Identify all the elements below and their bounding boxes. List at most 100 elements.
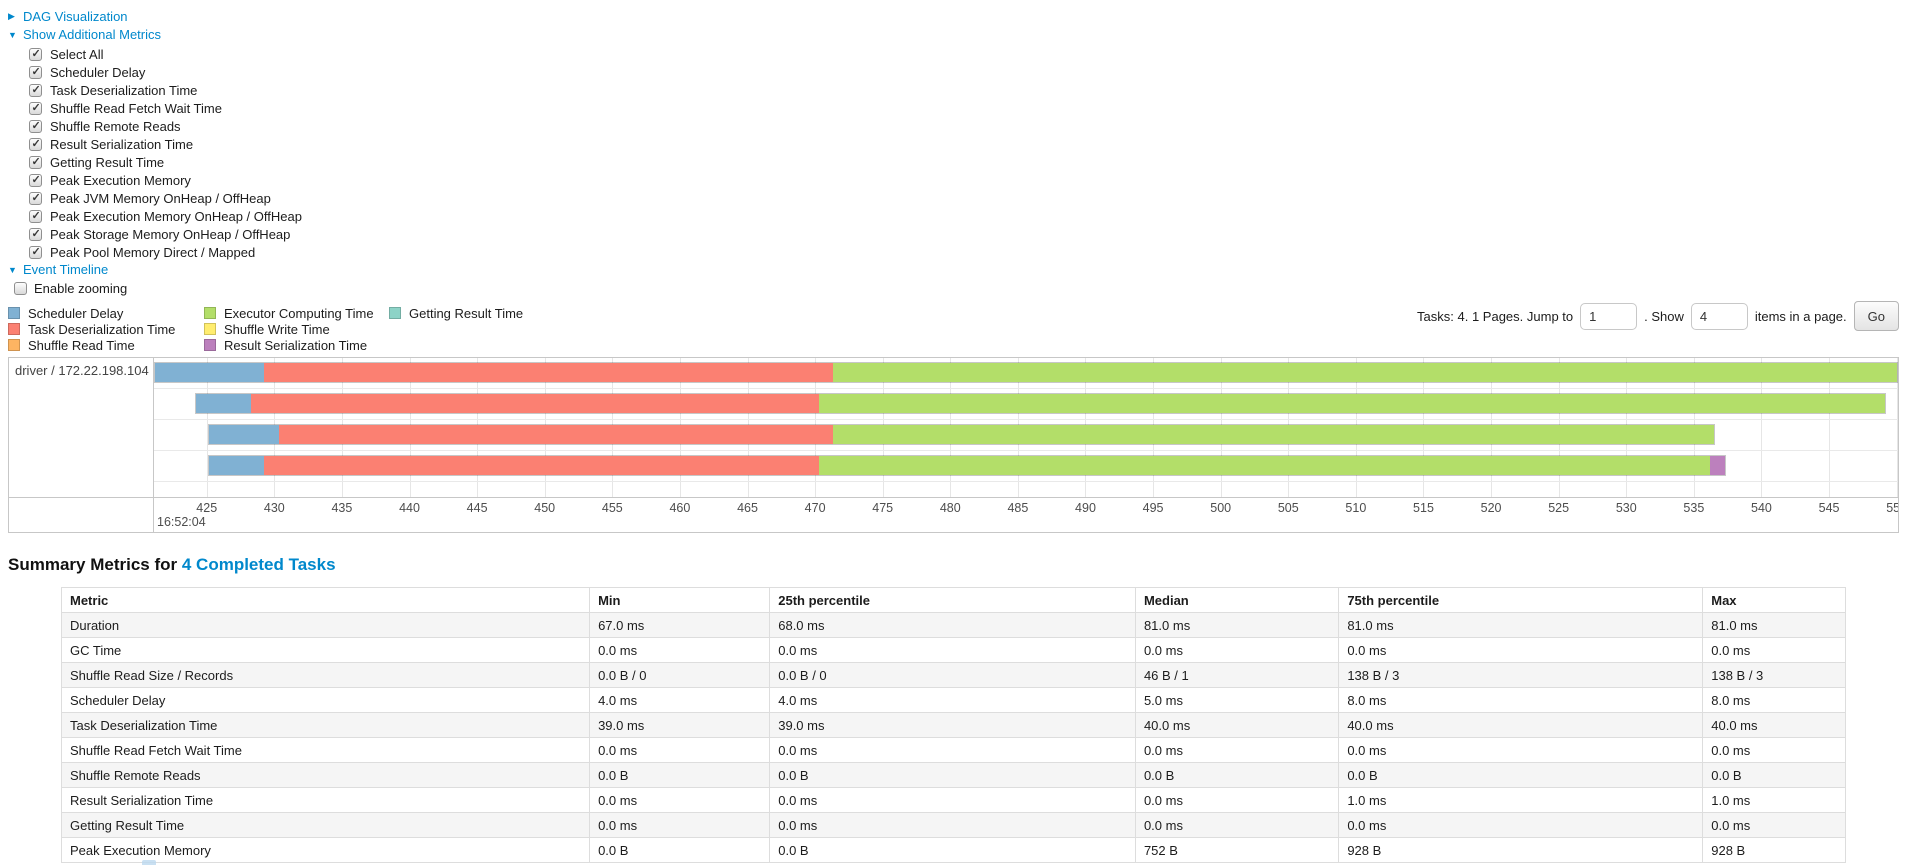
task-bar-4[interactable]: [208, 455, 1727, 476]
axis-tick-label: 445: [466, 501, 488, 515]
timeline-task-row: [154, 420, 1898, 451]
task-bar-3[interactable]: [208, 424, 1716, 445]
table-row: Peak Execution Memory 0.0 B 0.0 B 752 B 928 …: [60, 837, 1846, 863]
pagination-summary: Tasks: 4. 1 Pages. Jump to: [1417, 308, 1574, 324]
axis-tick-label: 520: [1480, 501, 1502, 515]
caret-down-icon: ▼: [8, 264, 17, 275]
legend-label: Executor Computing Time: [224, 305, 374, 321]
metric-checkbox-row: Shuffle Remote Reads: [29, 117, 1907, 135]
metric-checkbox-label: Getting Result Time: [50, 154, 165, 170]
metric-value-cell: 68.0 ms: [769, 612, 1136, 638]
legend-item: Shuffle Read Time: [8, 337, 204, 353]
event-timeline-toggle[interactable]: ▼ Event Timeline: [8, 261, 1907, 278]
timeline-legend: Scheduler Delay Task Deserialization Time…: [8, 305, 523, 353]
legend-column: Executor Computing Time Shuffle Write Tim…: [204, 305, 389, 353]
axis-tick-label: 515: [1413, 501, 1434, 515]
result-serialization-time-segment: [1710, 456, 1726, 475]
timeline-task-row: [154, 389, 1898, 420]
metric-value-cell: 40.0 ms: [1702, 712, 1846, 738]
result-serialization-time-swatch: [204, 339, 216, 351]
metric-checkbox-row: Task Deserialization Time: [29, 81, 1907, 99]
metric-value-cell: 0.0 B: [1702, 762, 1846, 788]
metric-checkbox-peak-pool-memory-direct-mapped[interactable]: [29, 245, 42, 259]
metric-value-cell: 0.0 ms: [1702, 812, 1846, 838]
axis-tick-label: 505: [1277, 501, 1299, 515]
dag-visualization-label[interactable]: DAG Visualization: [23, 9, 128, 24]
metric-checkbox-result-serialization-time[interactable]: [29, 137, 42, 151]
axis-tick-label: 525: [1548, 501, 1570, 515]
page-size-input[interactable]: [1690, 302, 1748, 330]
column-header-max: Max: [1702, 587, 1846, 613]
event-timeline-chart: driver / 172.22.198.104 16:52:04 425 430 4…: [8, 357, 1899, 533]
metric-name-cell: Result Serialization Time: [60, 787, 591, 813]
show-additional-metrics-label[interactable]: Show Additional Metrics: [23, 27, 162, 42]
metric-value-cell: 4.0 ms: [589, 687, 771, 713]
summary-metrics-title: Summary Metrics for 4 Completed Tasks: [8, 555, 1907, 575]
table-row: GC Time 0.0 ms 0.0 ms 0.0 ms 0.0 ms 0.0 ms: [60, 637, 1846, 663]
metric-value-cell: 39.0 ms: [589, 712, 771, 738]
metric-checkbox-row: Peak Execution Memory: [29, 171, 1907, 189]
metric-checkbox-row: Select All: [29, 45, 1907, 63]
task-bar-1[interactable]: [154, 362, 1898, 383]
show-additional-metrics-toggle[interactable]: ▼ Show Additional Metrics: [8, 26, 1907, 43]
enable-zooming-checkbox[interactable]: [14, 281, 27, 295]
legend-item: Getting Result Time: [389, 305, 523, 321]
legend-label: Shuffle Read Time: [28, 337, 135, 353]
metric-value-cell: 4.0 ms: [769, 687, 1136, 713]
axis-tick-label: 500: [1210, 501, 1232, 515]
metric-checkbox-select-all[interactable]: [29, 47, 42, 61]
metric-value-cell: 40.0 ms: [1338, 712, 1704, 738]
timeline-group-column: driver / 172.22.198.104: [9, 358, 154, 532]
metric-checkbox-getting-result-time[interactable]: [29, 155, 42, 169]
task-bar-2[interactable]: [194, 393, 1886, 414]
metric-checkbox-shuffle-read-fetch-wait-time[interactable]: [29, 101, 42, 115]
executor-computing-time-segment: [819, 394, 1885, 413]
metric-value-cell: 1.0 ms: [1338, 787, 1704, 813]
axis-tick-label: 460: [669, 501, 691, 515]
metric-value-cell: 0.0 ms: [589, 737, 771, 763]
metric-checkbox-scheduler-delay[interactable]: [29, 65, 42, 79]
executor-group-label: driver / 172.22.198.104: [15, 363, 149, 378]
task-deserialization-time-segment: [264, 363, 833, 382]
metric-checkbox-peak-jvm-memory-onheap-offheap[interactable]: [29, 191, 42, 205]
metric-checkbox-label: Peak Pool Memory Direct / Mapped: [50, 244, 256, 260]
metric-name-cell: Getting Result Time: [60, 812, 591, 838]
timeline-task-row: [154, 358, 1898, 389]
event-timeline-label[interactable]: Event Timeline: [23, 262, 109, 277]
axis-tick-label: 435: [331, 501, 353, 515]
axis-tick-label: 480: [939, 501, 961, 515]
axis-tick-label: 550: [1886, 501, 1898, 515]
metric-checkbox-task-deserialization-time[interactable]: [29, 83, 42, 97]
dag-visualization-toggle[interactable]: ▶ DAG Visualization: [8, 8, 1907, 25]
table-row: Getting Result Time 0.0 ms 0.0 ms 0.0 ms 0.0…: [60, 812, 1846, 838]
metric-value-cell: 0.0 ms: [769, 737, 1136, 763]
legend-column: Scheduler Delay Task Deserialization Time…: [8, 305, 204, 353]
metric-checkbox-peak-storage-memory-onheap-offheap[interactable]: [29, 227, 42, 241]
partially-visible-element: [142, 860, 156, 865]
column-header-25th-percentile: 25th percentile: [769, 587, 1136, 613]
summary-metrics-table: Metric Min 25th percentile Median 75th perce…: [60, 587, 1846, 863]
metric-checkbox-label: Shuffle Read Fetch Wait Time: [50, 100, 222, 116]
metric-name-cell: Task Deserialization Time: [60, 712, 591, 738]
metric-value-cell: 67.0 ms: [589, 612, 771, 638]
axis-tick-label: 455: [601, 501, 623, 515]
shuffle-read-time-swatch: [8, 339, 20, 351]
gridline: [1761, 358, 1763, 497]
go-button[interactable]: Go: [1853, 301, 1899, 331]
metric-value-cell: 138 B / 3: [1702, 662, 1846, 688]
metric-checkbox-shuffle-remote-reads[interactable]: [29, 119, 42, 133]
additional-metrics-checkbox-list: Select All Scheduler Delay Task Deserializ…: [8, 45, 1907, 261]
caret-right-icon: ▶: [8, 11, 15, 21]
metric-value-cell: 0.0 B / 0: [589, 662, 771, 688]
scheduler-delay-swatch: [8, 307, 20, 319]
metric-value-cell: 0.0 ms: [1338, 737, 1704, 763]
metric-checkbox-label: Task Deserialization Time: [50, 82, 198, 98]
metric-value-cell: 0.0 ms: [589, 787, 771, 813]
executor-computing-time-segment: [832, 363, 1897, 382]
metric-checkbox-peak-execution-memory-onheap-offheap[interactable]: [29, 209, 42, 223]
jump-to-page-input[interactable]: [1580, 302, 1638, 330]
completed-tasks-link[interactable]: 4 Completed Tasks: [181, 555, 336, 574]
metric-checkbox-peak-execution-memory[interactable]: [29, 173, 42, 187]
metric-checkbox-label: Result Serialization Time: [50, 136, 194, 152]
metric-value-cell: 0.0 ms: [769, 787, 1136, 813]
